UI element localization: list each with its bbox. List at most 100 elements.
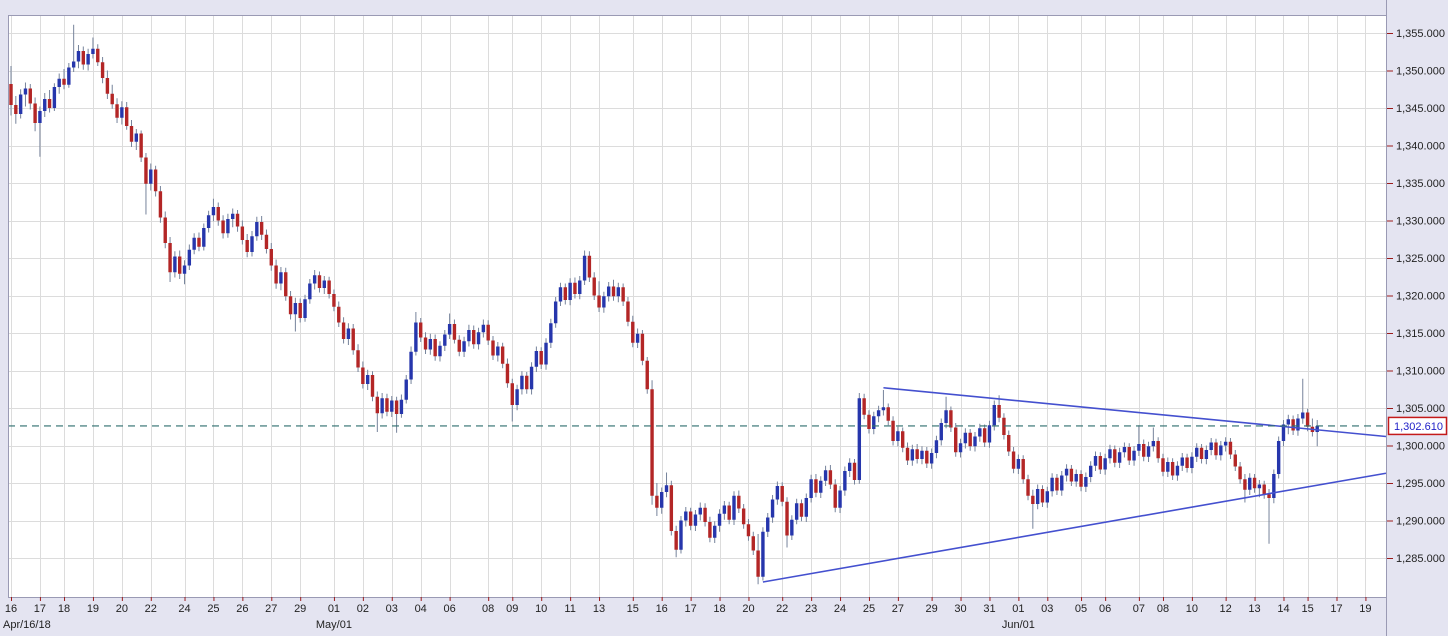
candle-body[interactable] <box>973 436 977 447</box>
candle-body[interactable] <box>158 191 163 218</box>
candle-body[interactable] <box>71 61 76 68</box>
candle-body[interactable] <box>529 366 534 390</box>
candle-body[interactable] <box>901 431 905 448</box>
candle-body[interactable] <box>1031 495 1035 504</box>
candle-body[interactable] <box>337 306 341 323</box>
candle-body[interactable] <box>279 272 283 284</box>
trendlines[interactable] <box>762 386 1387 583</box>
candle-body[interactable] <box>1238 466 1242 480</box>
candle-body[interactable] <box>308 283 312 300</box>
candle-body[interactable] <box>1060 475 1064 491</box>
candle-body[interactable] <box>182 265 187 274</box>
candle-body[interactable] <box>790 519 794 536</box>
candle-body[interactable] <box>722 505 727 514</box>
candle-body[interactable] <box>939 423 943 441</box>
candle-body[interactable] <box>1291 419 1295 431</box>
candle-body[interactable] <box>934 440 939 453</box>
candle-body[interactable] <box>814 479 818 493</box>
candle-body[interactable] <box>1252 477 1257 489</box>
candle-body[interactable] <box>259 222 264 235</box>
candle-body[interactable] <box>602 296 606 308</box>
candle-body[interactable] <box>582 255 587 281</box>
candle-body[interactable] <box>476 332 481 345</box>
candle-body[interactable] <box>958 443 963 453</box>
candle-body[interactable] <box>794 503 799 520</box>
candle-body[interactable] <box>293 303 298 315</box>
candle-body[interactable] <box>674 531 678 550</box>
candle-body[interactable] <box>1156 441 1160 459</box>
candle-body[interactable] <box>727 505 731 520</box>
candle-body[interactable] <box>452 324 457 340</box>
candle-body[interactable] <box>867 414 871 429</box>
candle-body[interactable] <box>1286 419 1290 425</box>
candle-body[interactable] <box>124 107 129 126</box>
candle-body[interactable] <box>1161 458 1165 472</box>
candle-body[interactable] <box>862 398 866 415</box>
candle-body[interactable] <box>467 330 471 342</box>
candle-body[interactable] <box>409 351 413 380</box>
candle-body[interactable] <box>1084 477 1088 487</box>
candle-body[interactable] <box>505 363 510 384</box>
candle-body[interactable] <box>606 286 611 297</box>
candle-body[interactable] <box>298 303 302 318</box>
candle-body[interactable] <box>385 398 389 412</box>
candle-body[interactable] <box>255 222 259 237</box>
candle-body[interactable] <box>447 324 452 335</box>
candle-body[interactable] <box>1281 424 1286 442</box>
candle-body[interactable] <box>1223 441 1228 446</box>
candle-body[interactable] <box>38 111 42 123</box>
candle-body[interactable] <box>1074 474 1078 482</box>
candle-body[interactable] <box>129 126 134 142</box>
candle-body[interactable] <box>1002 417 1006 435</box>
candle-body[interactable] <box>539 351 543 365</box>
candle-body[interactable] <box>346 328 351 340</box>
candle-body[interactable] <box>843 471 847 491</box>
candle-body[interactable] <box>954 427 958 453</box>
candle-body[interactable] <box>250 236 254 252</box>
candle-body[interactable] <box>221 220 225 234</box>
candle-body[interactable] <box>1103 458 1107 470</box>
candle-body[interactable] <box>303 299 307 318</box>
candle-body[interactable] <box>635 333 640 343</box>
candle-body[interactable] <box>992 405 996 426</box>
candle-body[interactable] <box>173 256 177 273</box>
candle-body[interactable] <box>76 51 81 62</box>
candle-body[interactable] <box>235 213 240 227</box>
candle-body[interactable] <box>1276 441 1281 474</box>
candle-body[interactable] <box>1117 452 1122 463</box>
candle-body[interactable] <box>703 507 707 522</box>
candle-body[interactable] <box>341 322 346 340</box>
lower-triangle-line[interactable] <box>762 472 1387 583</box>
candle-body[interactable] <box>1301 412 1305 419</box>
candle-body[interactable] <box>1233 454 1237 467</box>
candle-body[interactable] <box>544 342 548 365</box>
candle-body[interactable] <box>284 272 288 297</box>
candle-body[interactable] <box>187 249 192 266</box>
candle-body[interactable] <box>857 398 862 480</box>
candle-body[interactable] <box>245 240 249 252</box>
upper-triangle-line[interactable] <box>883 386 1387 438</box>
candle-body[interactable] <box>231 213 235 219</box>
candle-body[interactable] <box>891 420 895 441</box>
candle-body[interactable] <box>361 367 365 385</box>
candle-body[interactable] <box>876 410 881 417</box>
candle-body[interactable] <box>139 133 143 158</box>
candle-body[interactable] <box>380 398 384 414</box>
time-axis[interactable]: 16 Apr/16/18 17 18 19 20 22 24 25 26 27 29 01 May/01 0… <box>3 597 1372 631</box>
candle-body[interactable] <box>698 507 702 515</box>
candle-body[interactable] <box>1315 426 1319 432</box>
candle-body[interactable] <box>269 249 273 266</box>
candle-body[interactable] <box>1262 484 1266 495</box>
candle-body[interactable] <box>660 492 664 508</box>
candle-body[interactable] <box>486 324 490 341</box>
candle-body[interactable] <box>915 449 919 459</box>
candle-body[interactable] <box>438 345 442 357</box>
candle-body[interactable] <box>896 431 900 441</box>
candle-body[interactable] <box>1199 447 1204 459</box>
candle-body[interactable] <box>47 99 52 108</box>
candle-body[interactable] <box>52 87 57 108</box>
candle-body[interactable] <box>462 341 466 352</box>
candle-body[interactable] <box>520 375 524 390</box>
candle-body[interactable] <box>655 495 659 508</box>
candle-body[interactable] <box>81 51 85 65</box>
